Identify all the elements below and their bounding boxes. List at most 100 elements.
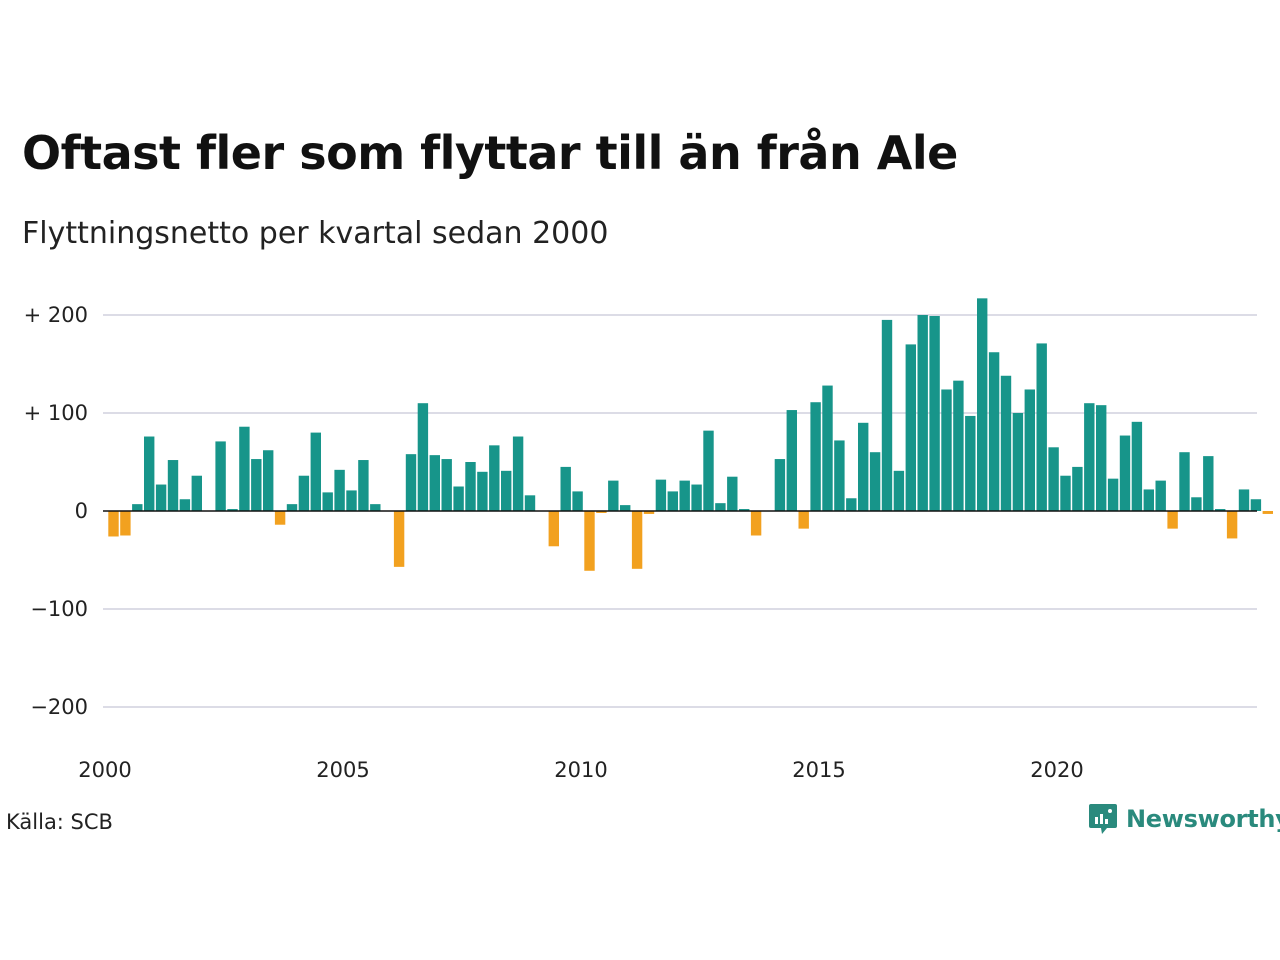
y-tick-label: 0 xyxy=(75,499,88,523)
x-tick-label: 2000 xyxy=(78,758,131,782)
bar-2003K1 xyxy=(251,459,262,511)
brand-logo[interactable]: Newsworthy xyxy=(1088,802,1280,836)
bar-2017K3 xyxy=(941,389,952,511)
brand-name: Newsworthy xyxy=(1126,805,1280,833)
axes: + 200 + 100 0 −100 −200 2000 2005 2010 2015 2020 xyxy=(24,303,1257,782)
bar-2018K2 xyxy=(977,298,988,511)
bar-2014K4 xyxy=(810,402,821,511)
bar-2005K3 xyxy=(370,504,381,511)
bar-2004K3 xyxy=(322,492,333,511)
bar-2013K2 xyxy=(739,509,750,511)
bar-2015K2 xyxy=(834,440,845,511)
bar-2001K4 xyxy=(191,475,202,511)
bar-2016K1 xyxy=(869,452,881,511)
bar-chart: + 200 + 100 0 −100 −200 2000 2005 2010 2015 2020 xyxy=(24,298,1273,782)
bar-2005K1 xyxy=(346,490,357,511)
y-tick-label: + 200 xyxy=(24,303,88,327)
bar-2014K2 xyxy=(786,410,797,511)
bar-2022K1 xyxy=(1155,480,1166,511)
bar-2022K3 xyxy=(1179,452,1190,511)
chart-title: Oftast fler som flyttar till än från Ale xyxy=(22,126,958,180)
bar-2017K1 xyxy=(917,315,928,511)
bar-2024K1 xyxy=(1250,499,1262,511)
bar-2008K2 xyxy=(501,470,512,511)
bar-2022K4 xyxy=(1191,497,1202,511)
x-tick-label: 2020 xyxy=(1030,758,1083,782)
bar-2000K4 xyxy=(144,436,155,511)
bar-2012K2 xyxy=(691,484,702,511)
bar-2023K3 xyxy=(1226,511,1238,539)
bar-2013K1 xyxy=(727,476,738,511)
bar-2018K3 xyxy=(988,352,1000,511)
bar-2011K3 xyxy=(655,479,667,511)
y-tick-label: −200 xyxy=(30,695,88,719)
newsworthy-logo-icon xyxy=(1089,804,1117,834)
bar-2020K4 xyxy=(1096,405,1107,511)
bar-2012K4 xyxy=(715,503,726,511)
bar-2012K3 xyxy=(703,430,714,511)
bar-2018K4 xyxy=(1000,375,1012,511)
bars xyxy=(108,298,1273,571)
x-tick-label: 2005 xyxy=(316,758,369,782)
bar-2015K1 xyxy=(822,385,833,511)
bar-2000K2 xyxy=(120,511,131,536)
bar-2002K2 xyxy=(215,441,226,511)
bar-2019K1 xyxy=(1012,413,1024,511)
bar-2009K3 xyxy=(560,466,571,511)
bar-2000K3 xyxy=(132,504,143,511)
bar-2006K2 xyxy=(405,454,417,511)
bar-2022K2 xyxy=(1167,511,1178,529)
bar-2012K1 xyxy=(679,480,690,511)
bar-2010K4 xyxy=(620,505,631,511)
bar-2024K2 xyxy=(1262,511,1273,514)
x-tick-label: 2010 xyxy=(554,758,607,782)
grid-lines xyxy=(103,314,1257,708)
bar-2020K1 xyxy=(1060,475,1071,511)
bar-2011K1 xyxy=(631,511,643,569)
bar-2019K3 xyxy=(1036,343,1047,511)
bar-2011K2 xyxy=(643,511,655,514)
bar-2008K3 xyxy=(512,436,524,511)
y-tick-label: + 100 xyxy=(24,401,88,425)
bar-2014K1 xyxy=(774,459,786,511)
bar-2003K3 xyxy=(274,511,286,525)
bar-2011K4 xyxy=(667,491,678,511)
bar-2016K3 xyxy=(893,470,905,511)
bar-2017K4 xyxy=(953,380,964,511)
bar-2001K2 xyxy=(167,460,179,511)
bar-2007K2 xyxy=(453,486,464,511)
bar-2004K1 xyxy=(298,475,310,511)
bar-2002K4 xyxy=(239,426,250,511)
bar-2023K2 xyxy=(1215,509,1226,511)
bar-2006K1 xyxy=(393,511,405,567)
y-tick-label: −100 xyxy=(30,597,88,621)
bar-2015K4 xyxy=(858,422,869,511)
bar-2008K1 xyxy=(489,445,500,511)
bar-2003K2 xyxy=(263,450,274,511)
bar-2014K3 xyxy=(798,511,809,529)
bar-2006K3 xyxy=(417,403,429,511)
bar-2008K4 xyxy=(524,495,536,511)
bar-2021K4 xyxy=(1143,489,1154,511)
bar-2020K2 xyxy=(1072,466,1083,511)
bar-2003K4 xyxy=(286,504,298,511)
bar-2018K1 xyxy=(965,415,976,511)
bar-2009K2 xyxy=(548,511,559,547)
bar-2004K2 xyxy=(310,432,321,511)
source-note: Källa: SCB xyxy=(6,810,113,834)
bar-2010K3 xyxy=(608,480,619,511)
bar-2017K2 xyxy=(929,315,940,511)
bar-2015K3 xyxy=(846,498,857,511)
bar-2009K4 xyxy=(572,491,583,511)
bar-2023K1 xyxy=(1203,456,1214,511)
bar-2019K4 xyxy=(1048,447,1059,511)
bar-2006K4 xyxy=(429,455,440,511)
bar-2000K1 xyxy=(108,511,119,537)
x-tick-label: 2015 xyxy=(792,758,845,782)
bar-2016K2 xyxy=(881,319,893,511)
bar-2010K2 xyxy=(596,511,607,513)
bar-2016K4 xyxy=(905,344,916,511)
bar-2001K3 xyxy=(179,499,191,511)
bar-2002K3 xyxy=(227,509,238,511)
bar-2013K3 xyxy=(750,511,762,536)
